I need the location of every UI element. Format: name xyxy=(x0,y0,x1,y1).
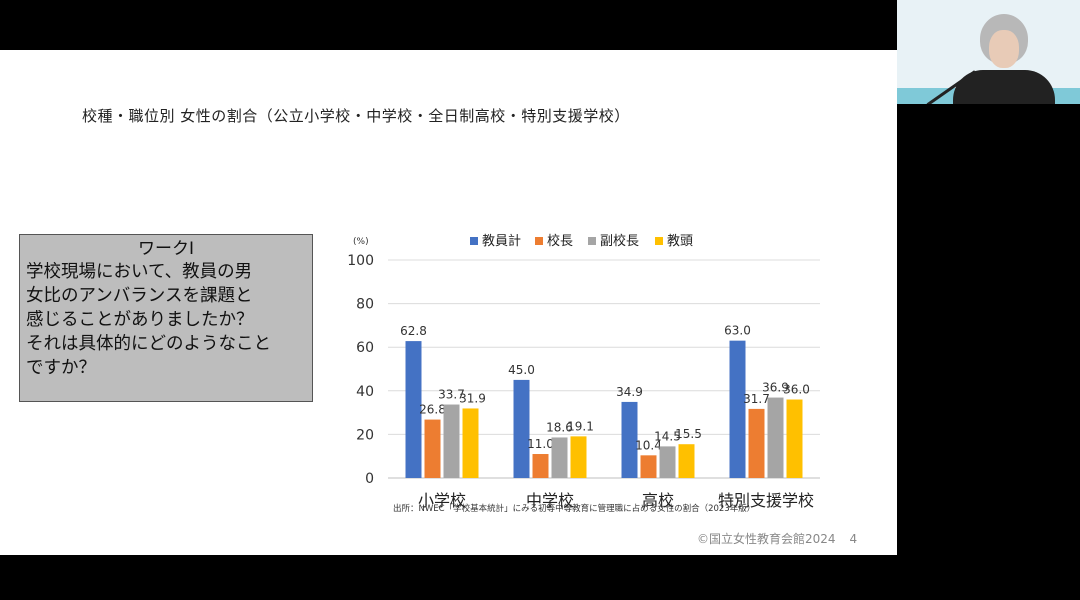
bar xyxy=(532,454,549,478)
legend-swatch xyxy=(655,237,663,245)
legend-label: 教頭 xyxy=(667,233,693,249)
copyright: ©国立女性教育会館2024 xyxy=(697,532,836,546)
data-label: 62.8 xyxy=(400,324,427,338)
bar xyxy=(513,379,530,478)
x-tick-label: 高校 xyxy=(642,491,674,510)
data-label: 10.4 xyxy=(635,438,662,452)
x-tick-label: 中学校 xyxy=(526,491,574,510)
data-label: 36.0 xyxy=(783,383,810,397)
bar xyxy=(424,419,441,478)
bar xyxy=(678,444,695,478)
bar xyxy=(462,408,479,478)
slide-title: 校種・職位別 女性の割合（公立小学校・中学校・全日制高校・特別支援学校） xyxy=(82,107,630,125)
bar xyxy=(748,408,765,478)
presenter-video xyxy=(897,0,1080,104)
data-label: 18.6 xyxy=(546,420,573,434)
bar xyxy=(621,401,638,478)
data-label: 45.0 xyxy=(508,363,535,377)
y-tick-label: 20 xyxy=(356,427,374,443)
y-tick-label: 100 xyxy=(347,253,374,269)
y-unit-label: (%) xyxy=(353,237,369,247)
source-note: 出所：NWEC「学校基本統計」にみる初等中等教育に管理職に占める女性の割合（20… xyxy=(393,504,756,514)
data-label: 36.9 xyxy=(762,381,789,395)
y-tick-label: 0 xyxy=(365,471,374,487)
bar xyxy=(786,399,803,478)
presenter-face xyxy=(989,30,1019,68)
bar xyxy=(443,404,460,478)
work-box: ワークⅠ 学校現場において、教員の男 女比のアンバランスを課題と 感じることがあ… xyxy=(19,234,313,402)
x-tick-label: 小学校 xyxy=(418,491,466,510)
y-tick-label: 80 xyxy=(356,297,374,313)
data-label: 31.9 xyxy=(459,391,486,405)
legend-swatch xyxy=(535,237,543,245)
x-tick-label: 特別支援学校 xyxy=(718,491,814,510)
page-number: 4 xyxy=(849,532,858,546)
y-tick-label: 40 xyxy=(356,384,374,400)
footer: ©国立女性教育会館2024 4 xyxy=(697,530,857,547)
bar xyxy=(640,455,657,478)
y-tick-label: 60 xyxy=(356,340,374,356)
legend-label: 副校長 xyxy=(600,233,639,249)
slide: 校種・職位別 女性の割合（公立小学校・中学校・全日制高校・特別支援学校） ワーク… xyxy=(0,50,897,555)
legend-swatch xyxy=(588,237,596,245)
bar xyxy=(729,340,746,478)
bar xyxy=(659,446,676,478)
data-label: 34.9 xyxy=(616,385,643,399)
legend-label: 教員計 xyxy=(482,233,521,249)
bar xyxy=(551,437,568,478)
legend-swatch xyxy=(470,237,478,245)
legend-label: 校長 xyxy=(547,233,573,249)
data-label: 63.0 xyxy=(724,324,751,338)
data-label: 26.8 xyxy=(419,403,446,417)
work-body: 学校現場において、教員の男 女比のアンバランスを課題と 感じることがありましたか… xyxy=(26,262,271,378)
work-title: ワークⅠ xyxy=(137,239,194,259)
bar xyxy=(570,436,587,478)
bar xyxy=(405,341,422,478)
data-label: 33.7 xyxy=(438,388,465,402)
data-label: 11.0 xyxy=(527,437,554,451)
data-label: 19.1 xyxy=(567,419,594,433)
data-label: 14.5 xyxy=(654,429,681,443)
data-label: 31.7 xyxy=(743,392,770,406)
presenter-body xyxy=(953,70,1055,104)
bar xyxy=(767,397,784,478)
data-label: 15.5 xyxy=(675,427,702,441)
